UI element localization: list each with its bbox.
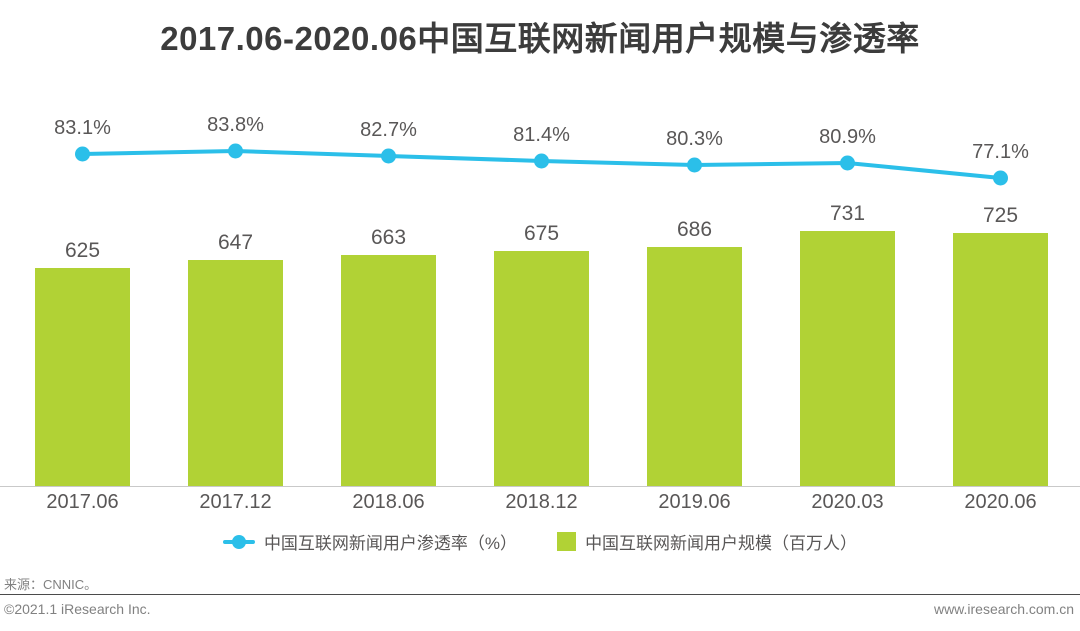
penetration-value-label: 80.3% <box>666 128 723 150</box>
user-scale-bar <box>800 231 895 486</box>
line-point-marker <box>840 155 855 171</box>
bar-value-label: 663 <box>370 226 407 249</box>
footer-divider <box>0 594 1080 595</box>
penetration-value-label: 77.1% <box>972 141 1029 163</box>
legend-item-penetration: 中国互联网新闻用户渗透率（%） <box>222 529 518 554</box>
penetration-value-label: 82.7% <box>360 119 417 141</box>
bar-value-label: 625 <box>64 239 101 262</box>
line-point-marker <box>534 153 549 169</box>
x-axis-label: 2018.12 <box>505 491 578 513</box>
bar-value-label: 647 <box>217 231 254 254</box>
x-axis-label: 2020.03 <box>811 491 884 513</box>
legend-item-user-scale: 中国互联网新闻用户规模（百万人） <box>557 529 857 554</box>
line-point-marker <box>687 157 702 173</box>
source-note: 来源：CNNIC。 <box>4 577 98 592</box>
legend-label: 中国互联网新闻用户规模（百万人） <box>585 534 858 553</box>
user-scale-bar <box>494 251 589 486</box>
x-axis-line <box>0 486 1080 487</box>
x-axis-label: 2019.06 <box>658 491 731 513</box>
line-legend-marker-icon <box>222 534 255 549</box>
bar-value-label: 725 <box>982 204 1019 227</box>
footer-copyright: ©2021.1 iResearch Inc. <box>4 601 151 617</box>
x-axis-label: 2017.06 <box>46 491 119 513</box>
x-axis-label: 2018.06 <box>352 491 425 513</box>
user-scale-bar <box>953 233 1048 486</box>
penetration-value-label: 81.4% <box>513 124 570 146</box>
chart-legend: 中国互联网新闻用户渗透率（%） 中国互联网新闻用户规模（百万人） <box>0 529 1080 554</box>
penetration-value-label: 83.8% <box>207 114 264 136</box>
bar-value-label: 675 <box>523 222 560 245</box>
user-scale-bar <box>341 255 436 486</box>
line-point-marker <box>75 146 90 162</box>
bar-value-label: 731 <box>829 202 866 225</box>
line-point-marker <box>993 170 1008 186</box>
chart-title: 2017.06-2020.06中国互联网新闻用户规模与渗透率 <box>160 20 920 57</box>
user-scale-bar <box>188 260 283 486</box>
legend-label: 中国互联网新闻用户渗透率（%） <box>263 534 518 553</box>
bar-legend-swatch-icon <box>557 532 577 551</box>
x-axis-label: 2020.06 <box>964 491 1037 513</box>
footer-website: www.iresearch.com.cn <box>933 601 1074 617</box>
user-scale-bar <box>35 268 130 486</box>
bar-value-label: 686 <box>676 218 713 241</box>
user-scale-bar <box>647 247 742 486</box>
penetration-value-label: 83.1% <box>54 117 111 139</box>
penetration-value-label: 80.9% <box>819 126 876 148</box>
x-axis-label: 2017.12 <box>199 491 272 513</box>
line-point-marker <box>381 148 396 164</box>
line-point-marker <box>228 143 243 159</box>
